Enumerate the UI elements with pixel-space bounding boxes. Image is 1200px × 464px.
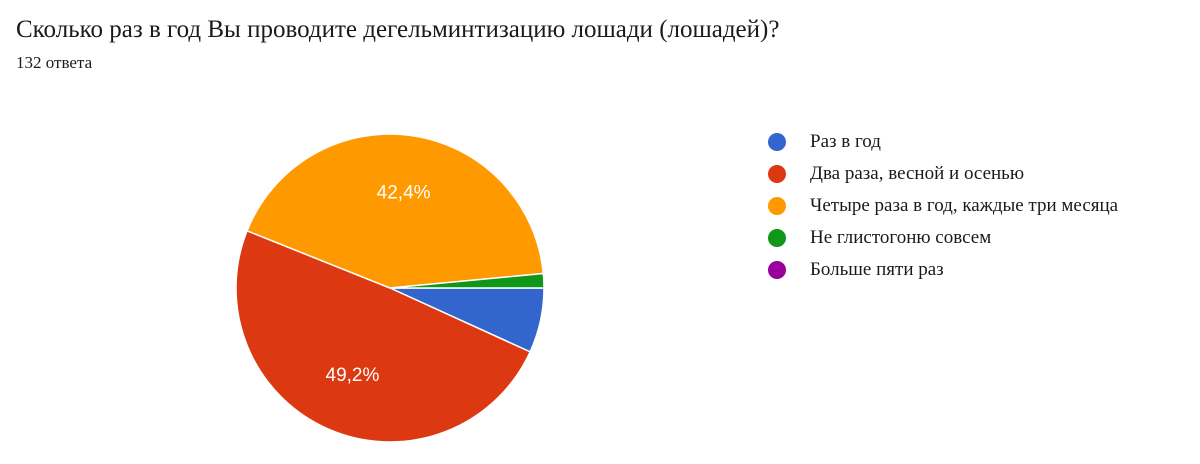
pie-slice-3-label: 42,4% (377, 183, 431, 204)
legend-label: Больше пяти раз (810, 259, 944, 280)
legend-item-3[interactable]: Четыре раза в год, каждые три месяца (768, 190, 1118, 222)
legend-item-1[interactable]: Раз в год (768, 126, 1118, 158)
chart-title: Сколько раз в год Вы проводите дегельмин… (16, 16, 780, 43)
legend-label: Два раза, весной и осенью (810, 163, 1025, 184)
legend-label: Раз в год (810, 131, 881, 152)
legend-dot-icon (768, 229, 786, 247)
pie-slice-2-label: 49,2% (326, 365, 380, 386)
legend-dot-icon (768, 197, 786, 215)
legend-item-4[interactable]: Не глистогоню совсем (768, 222, 1118, 254)
legend-dot-icon (768, 133, 786, 151)
legend-dot-icon (768, 165, 786, 183)
legend-label: Не глистогоню совсем (810, 227, 992, 248)
pie-slice-3 (246, 133, 545, 289)
response-count: 132 ответа (16, 53, 93, 72)
legend-label: Четыре раза в год, каждые три месяца (810, 195, 1119, 216)
pie-slice-2 (235, 229, 532, 443)
pie-slice-4 (389, 272, 545, 289)
legend-dot-icon (768, 261, 786, 279)
legend-item-5[interactable]: Больше пяти раз (768, 254, 1118, 286)
legend-item-2[interactable]: Два раза, весной и осенью (768, 158, 1118, 190)
chart-legend: Раз в год Два раза, весной и осенью Четыре… (768, 126, 1118, 286)
